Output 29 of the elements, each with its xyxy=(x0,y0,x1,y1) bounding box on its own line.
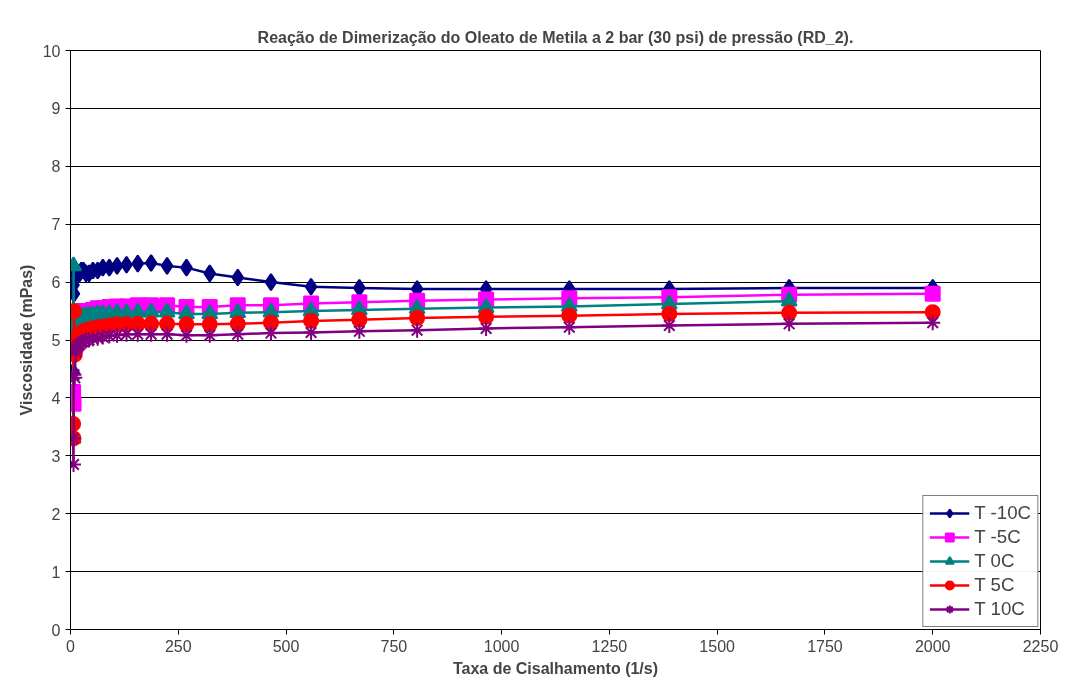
x-tick-label: 250 xyxy=(164,637,192,655)
x-tick-label: 750 xyxy=(380,637,408,655)
y-tick-label: 3 xyxy=(51,447,61,465)
chart-title: Reação de Dimerização do Oleato de Metila a 2 bar (30 psi) de pressão (RD_2). xyxy=(257,28,854,46)
y-tick-label: 5 xyxy=(51,332,61,349)
y-tick-label: 6 xyxy=(51,274,61,292)
x-tick-label: 1750 xyxy=(807,637,843,655)
legend-label: T 0C xyxy=(974,550,1015,572)
x-tick-label: 1500 xyxy=(699,637,736,655)
x-tick-label: 2000 xyxy=(914,637,951,655)
y-tick-label: 0 xyxy=(51,621,61,639)
x-tick-label: 500 xyxy=(272,637,300,655)
y-axis-title: Viscosidade (mPas) xyxy=(17,264,35,416)
y-tick-label: 1 xyxy=(51,563,61,581)
x-tick-label: 2250 xyxy=(1022,637,1059,655)
x-tick-label: 1000 xyxy=(483,637,520,655)
x-tick-label: 1250 xyxy=(591,637,628,655)
legend-label: T 5C xyxy=(974,574,1015,596)
y-tick-label: 4 xyxy=(51,389,61,407)
legend-label: T 10C xyxy=(974,598,1025,620)
y-tick-label: 2 xyxy=(51,505,61,523)
y-tick-label: 7 xyxy=(51,216,61,234)
legend-label: T -10C xyxy=(974,502,1031,524)
x-axis-title: Taxa de Cisalhamento (1/s) xyxy=(452,659,659,677)
legend-label: T -5C xyxy=(974,526,1021,548)
y-tick-label: 9 xyxy=(51,100,61,118)
x-tick-label: 0 xyxy=(66,637,76,655)
y-tick-label: 10 xyxy=(42,42,61,60)
y-tick-label: 8 xyxy=(51,158,61,176)
